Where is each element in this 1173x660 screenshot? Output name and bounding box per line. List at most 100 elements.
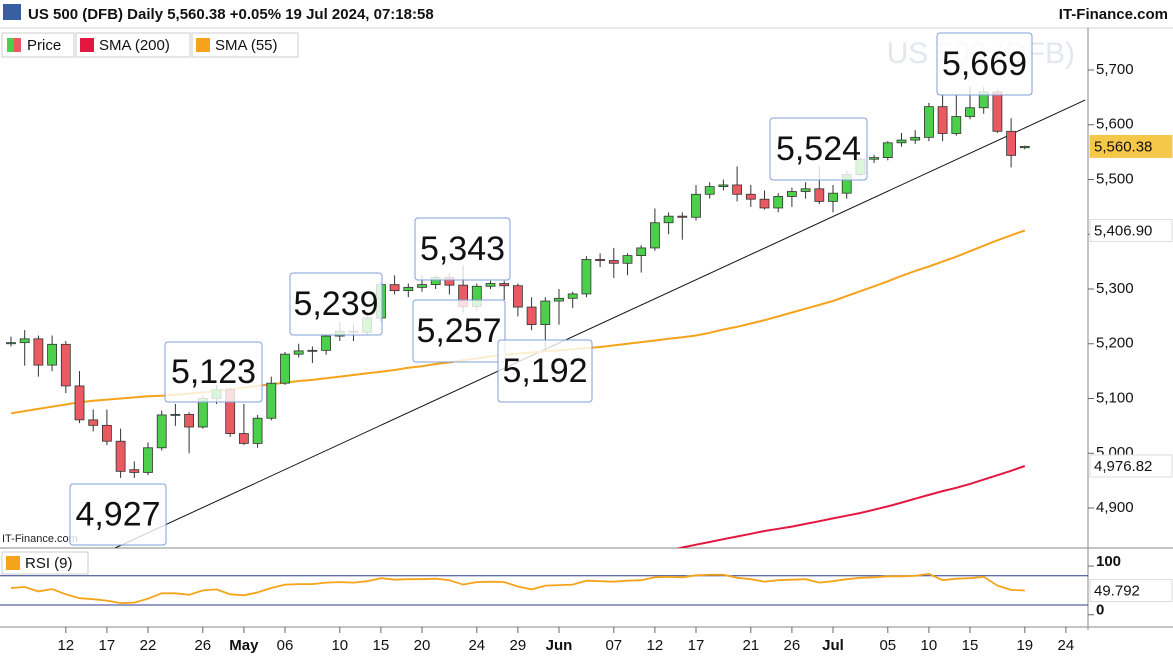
candle-body	[691, 193, 701, 218]
candle-body	[526, 306, 537, 325]
candle-body	[485, 283, 496, 287]
candle-body	[759, 198, 770, 209]
x-tick-label: 26	[784, 637, 801, 654]
candle-body	[540, 300, 551, 325]
candle-body	[663, 215, 674, 224]
x-tick-label: 10	[921, 637, 938, 654]
annotation-box	[414, 217, 511, 281]
price-tag-label: 5,406.90	[1094, 222, 1152, 239]
candle-body	[595, 259, 605, 261]
x-tick-label: 05	[879, 637, 896, 654]
legend: Price SMA (200) SMA (55)	[1, 32, 299, 58]
candle-body	[184, 413, 195, 428]
candle-body	[965, 107, 975, 117]
candle-body	[896, 139, 907, 144]
price-tag	[1089, 218, 1173, 242]
candle-body	[704, 186, 715, 195]
y-tick-label: 5,200	[1096, 335, 1134, 352]
y-tick-label: 100	[1096, 553, 1121, 570]
y-tick-label: 4,900	[1096, 499, 1134, 516]
candle-body	[814, 188, 825, 202]
annotation-box	[69, 483, 167, 546]
candle-body	[608, 260, 619, 264]
candle-body	[6, 342, 16, 345]
footer-brand: IT-Finance.com	[2, 533, 78, 545]
candle-body	[389, 284, 400, 292]
candle-body	[1019, 146, 1030, 149]
candle-body	[252, 417, 263, 444]
y-tick-label: 0	[1096, 602, 1104, 619]
candle-body	[293, 350, 304, 355]
candle-body	[499, 283, 510, 287]
legend-label: Price	[27, 37, 61, 54]
annotation-label: 5,123	[171, 353, 256, 391]
x-tick-label: 17	[688, 637, 705, 654]
candle-body	[74, 385, 85, 421]
price-tag	[1089, 454, 1173, 478]
candle-body	[828, 192, 838, 202]
annotation-box	[497, 339, 593, 403]
annotation-box	[936, 32, 1033, 96]
candle-body	[869, 157, 879, 160]
candle-body	[170, 413, 181, 416]
x-tick-label: 12	[57, 637, 74, 654]
y-tick-label: 5,700	[1096, 61, 1134, 78]
candle-body	[115, 440, 126, 472]
x-tick-label: 19	[1016, 637, 1033, 654]
x-tick-label: 29	[510, 637, 527, 654]
candle-body	[88, 419, 99, 426]
x-tick-label: 26	[194, 637, 211, 654]
candle-body	[992, 91, 1003, 132]
candle-body	[19, 338, 30, 344]
rsi-plot	[0, 572, 1088, 606]
candle-body	[33, 338, 44, 366]
legend-label: SMA (55)	[215, 37, 278, 54]
trendline	[114, 99, 1086, 548]
legend-box	[1, 551, 89, 575]
price-tag-label: 49.792	[1094, 582, 1140, 599]
legend-swatch	[14, 38, 21, 52]
x-tick-label: 17	[99, 637, 116, 654]
candle-body	[280, 353, 290, 384]
candle-body	[622, 255, 633, 264]
annotation-box	[769, 117, 868, 181]
candle-body	[677, 215, 688, 218]
annotation-box	[412, 299, 506, 363]
candle-body	[650, 222, 660, 249]
annotation-label: 5,239	[293, 285, 378, 323]
candle-body	[307, 349, 318, 352]
candle-body	[732, 184, 742, 195]
annotation-label: 5,257	[416, 312, 501, 350]
x-tick-label: 15	[962, 637, 979, 654]
y-tick-label: 5,500	[1096, 170, 1134, 187]
candle-body	[266, 382, 277, 419]
header-title: US 500 (DFB) Daily 5,560.38 +0.05% 19 Ju…	[28, 6, 434, 23]
series-line	[10, 572, 1025, 605]
brand: IT-Finance.com	[1059, 6, 1168, 23]
price-tag-label: 4,976.82	[1094, 458, 1152, 475]
candle-body	[143, 447, 153, 473]
annotation-label: 5,524	[776, 130, 861, 168]
candle-body	[1006, 130, 1016, 156]
y-tick-label: 5,300	[1096, 280, 1134, 297]
y-tick-label: 5,600	[1096, 116, 1134, 133]
annotation-box	[289, 272, 383, 336]
x-tick-label: 24	[1058, 637, 1075, 654]
candle-body	[882, 142, 893, 158]
legend-swatch	[80, 38, 94, 52]
x-tick-label: 10	[331, 637, 348, 654]
candle-body	[800, 188, 811, 192]
candle-body	[924, 106, 934, 138]
candle-body	[156, 414, 167, 449]
x-tick-label: 06	[277, 637, 294, 654]
x-tick-label: 07	[605, 637, 622, 654]
demo-icon	[3, 4, 21, 20]
candle-body	[636, 247, 647, 256]
candle-body	[581, 259, 592, 295]
candle-body	[417, 284, 427, 288]
x-tick-label: Jun	[546, 637, 573, 654]
series-line	[675, 465, 1026, 548]
candle-body	[403, 286, 414, 292]
